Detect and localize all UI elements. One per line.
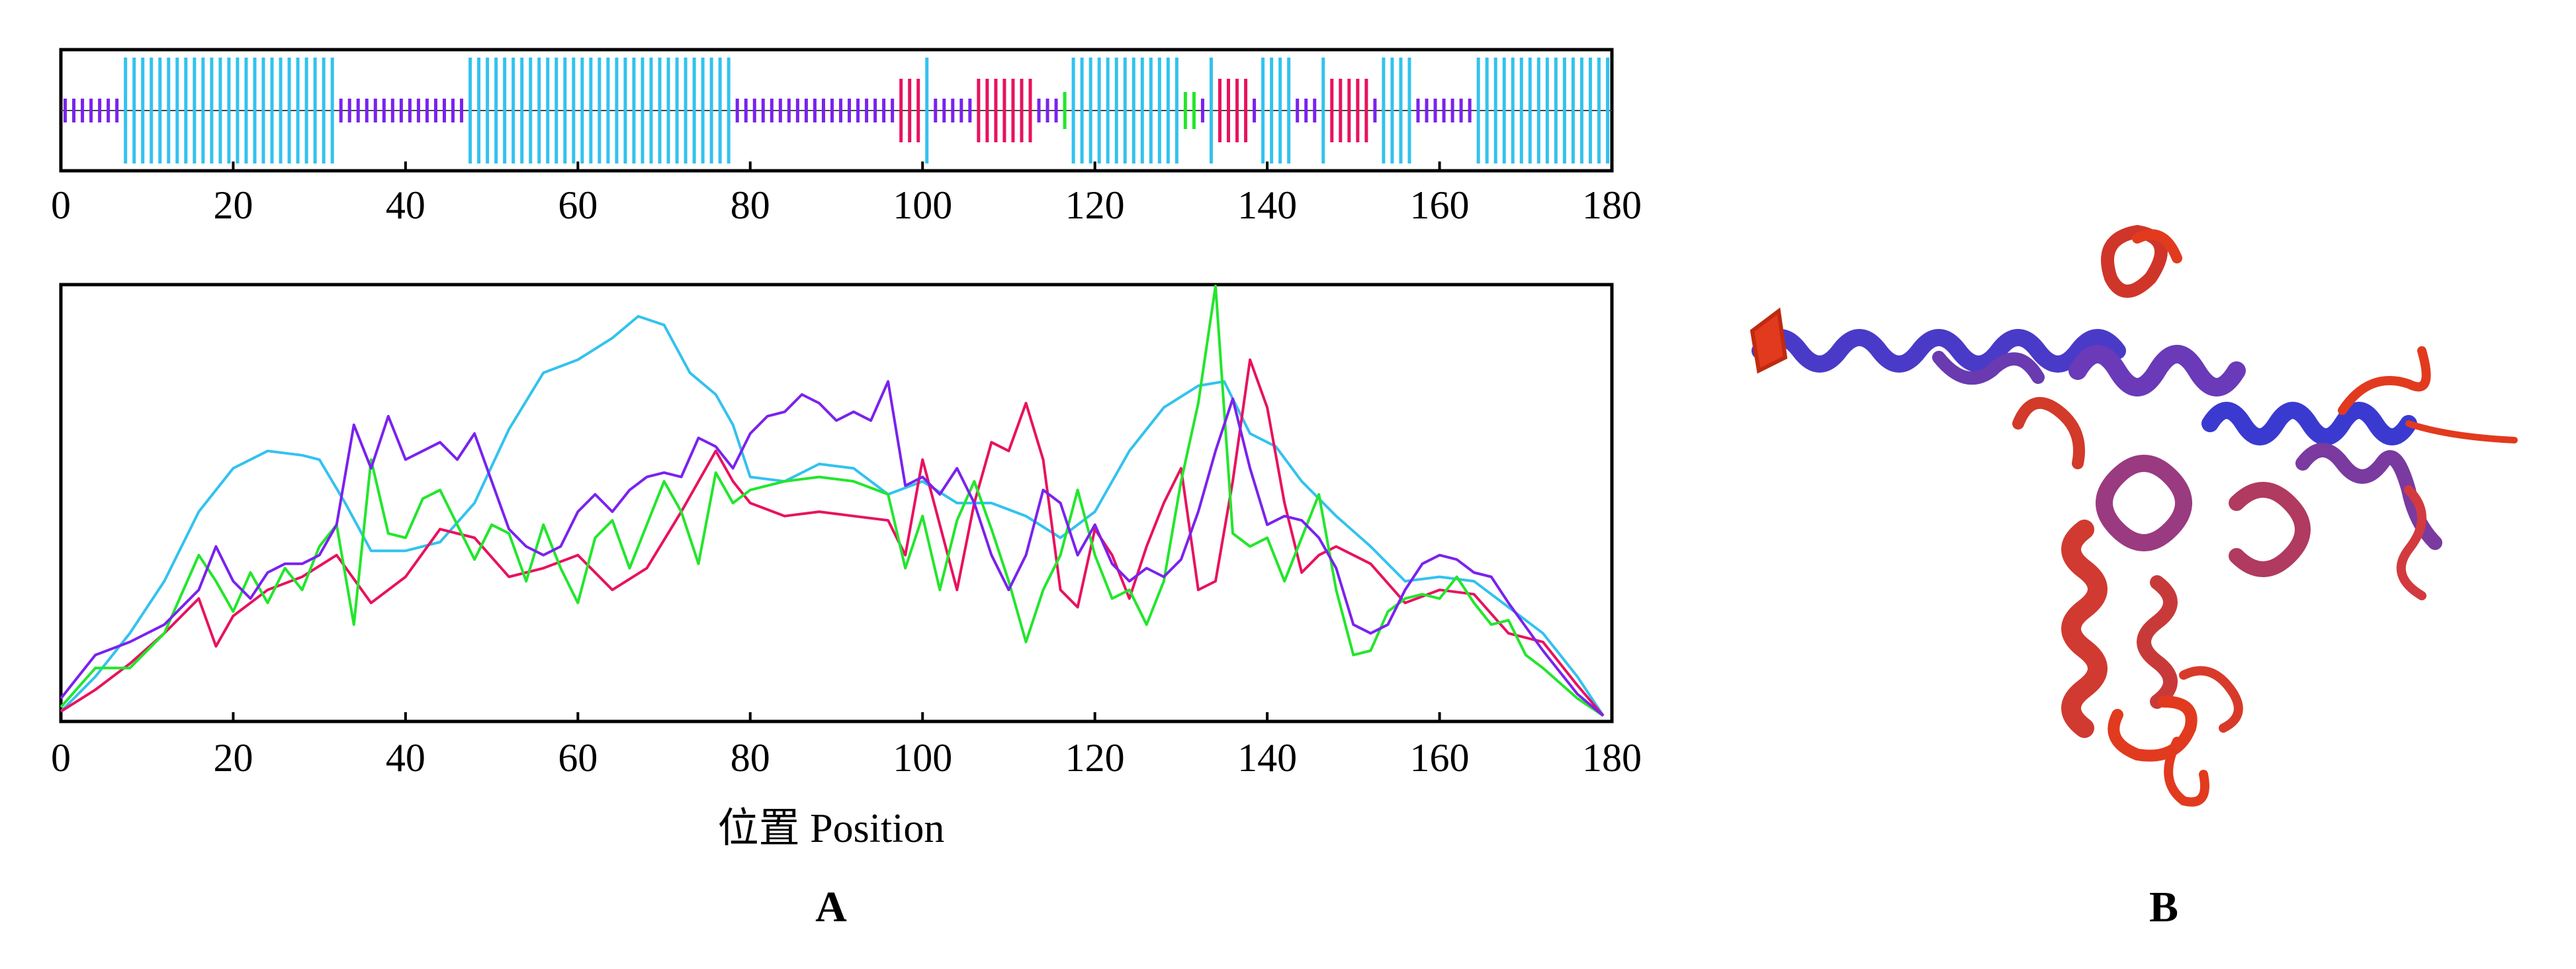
plot-x-tick-label: 180 xyxy=(1582,736,1642,780)
panel-a-label: A xyxy=(815,883,847,931)
plot-x-axis: 0 20 40 60 80 100 120 140 160 180 xyxy=(51,712,1642,780)
plot-x-tick-label: 140 xyxy=(1237,736,1297,780)
series-line-strand xyxy=(60,358,1605,717)
plot-series xyxy=(60,285,1605,717)
protein-structure-image: B xyxy=(1750,224,2518,931)
plot-x-tick-label: 120 xyxy=(1065,736,1125,780)
track-x-tick-label: 160 xyxy=(1410,183,1470,227)
protein-ribbon-helices xyxy=(1750,224,2518,807)
plot-x-tick-label: 0 xyxy=(51,736,71,780)
panel-b-label: B xyxy=(2149,883,2178,931)
plot-x-tick-label: 40 xyxy=(386,736,425,780)
track-x-tick-label: 0 xyxy=(51,183,71,227)
secondary-structure-track: 0 20 40 60 80 100 120 140 160 180 xyxy=(51,48,1642,227)
plot-x-tick-label: 160 xyxy=(1410,736,1470,780)
plot-x-tick-label: 80 xyxy=(731,736,770,780)
plot-x-tick-label: 60 xyxy=(558,736,598,780)
track-x-tick-label: 180 xyxy=(1582,183,1642,227)
series-line-coil xyxy=(60,380,1605,717)
track-x-tick-label: 120 xyxy=(1065,183,1125,227)
track-bars xyxy=(64,58,1609,163)
x-axis-title: 位置 Position xyxy=(718,806,945,851)
plot-x-tick-label: 100 xyxy=(893,736,952,780)
track-x-tick-label: 80 xyxy=(731,183,770,227)
series-line-turn xyxy=(60,285,1605,717)
plot-x-tick-label: 20 xyxy=(213,736,253,780)
track-x-tick-label: 60 xyxy=(558,183,598,227)
track-x-tick-label: 20 xyxy=(213,183,253,227)
track-x-tick-label: 140 xyxy=(1237,183,1297,227)
track-x-tick-label: 100 xyxy=(893,183,952,227)
track-x-tick-label: 40 xyxy=(386,183,425,227)
series-line-helix xyxy=(60,314,1605,717)
track-x-axis: 0 20 40 60 80 100 120 140 160 180 xyxy=(51,162,1642,227)
plot-frame xyxy=(59,283,1614,723)
propensity-plot: 0 20 40 60 80 100 120 140 160 180 位置 Position A xyxy=(51,283,1642,931)
